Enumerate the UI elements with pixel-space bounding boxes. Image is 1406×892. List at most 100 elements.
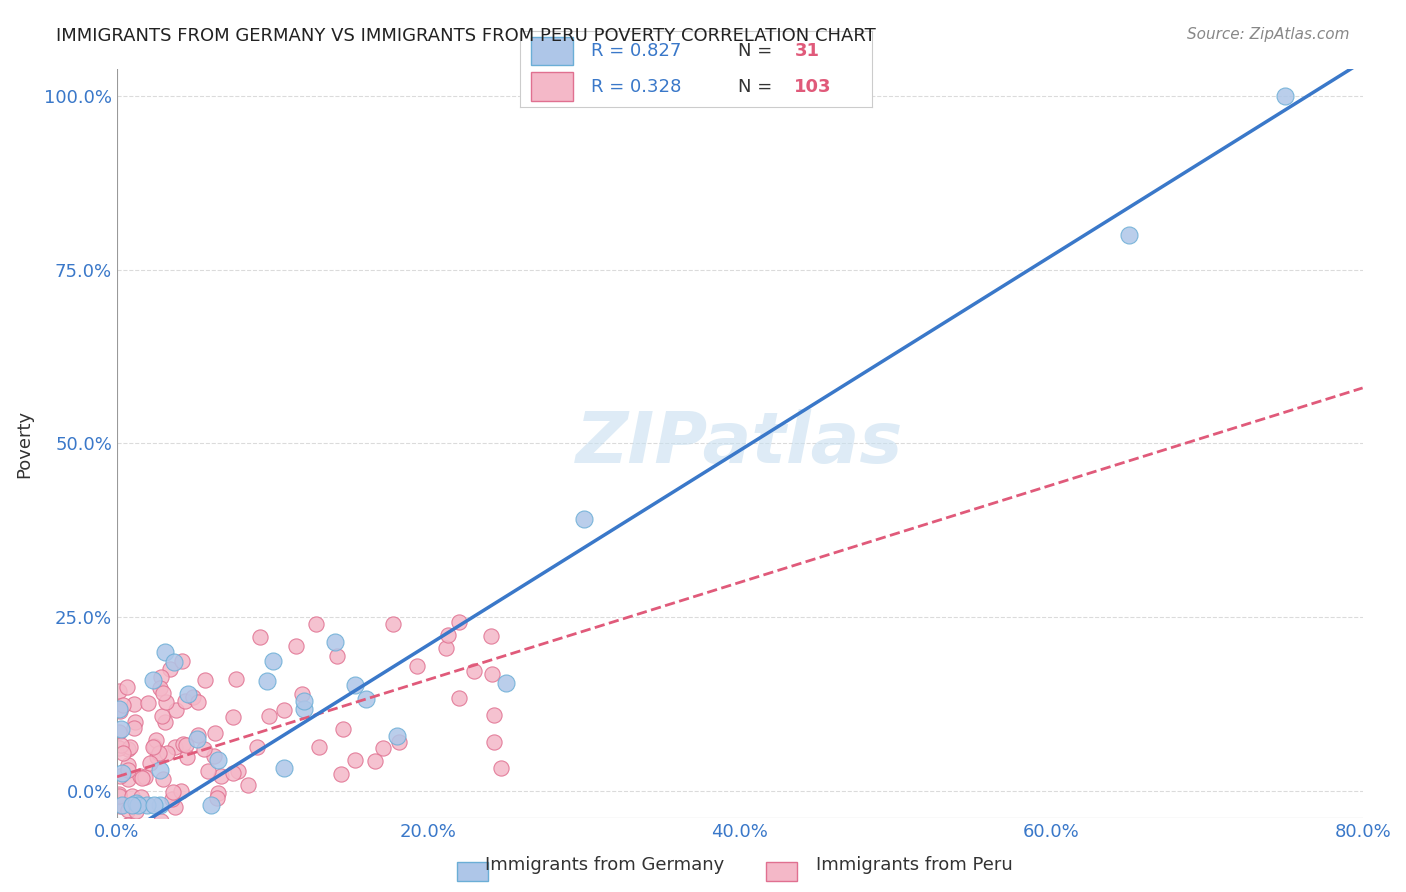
Point: [108, 704, 131, 718]
Point: [371, 740, 394, 755]
Point: [249, 630, 271, 644]
Point: [326, 648, 349, 663]
Point: [181, 690, 204, 705]
Point: [127, 797, 149, 812]
Text: 103: 103: [794, 78, 832, 95]
Point: [207, 753, 229, 767]
Point: [273, 761, 295, 775]
Point: [482, 708, 505, 723]
Point: [246, 739, 269, 754]
Point: [111, 698, 134, 713]
Text: R = 0.328: R = 0.328: [591, 78, 681, 95]
Point: [108, 684, 131, 698]
Point: [149, 797, 172, 812]
Point: [186, 732, 208, 747]
Text: R = 0.827: R = 0.827: [591, 42, 681, 60]
FancyBboxPatch shape: [531, 72, 574, 101]
Text: IMMIGRANTS FROM GERMANY VS IMMIGRANTS FROM PERU POVERTY CORRELATION CHART: IMMIGRANTS FROM GERMANY VS IMMIGRANTS FR…: [56, 27, 876, 45]
Point: [165, 703, 187, 717]
Point: [291, 687, 314, 701]
Point: [146, 749, 169, 764]
Point: [225, 672, 247, 686]
Point: [387, 729, 409, 743]
Point: [200, 797, 222, 812]
Point: [159, 662, 181, 676]
Point: [148, 746, 170, 760]
Point: [174, 738, 197, 752]
Point: [292, 702, 315, 716]
Point: [143, 797, 166, 812]
Point: [117, 772, 139, 786]
Point: [354, 692, 377, 706]
Point: [364, 754, 387, 768]
Point: [125, 796, 148, 810]
Point: [308, 739, 330, 754]
Point: [194, 673, 217, 687]
Point: [163, 799, 186, 814]
Point: [262, 654, 284, 668]
Point: [482, 735, 505, 749]
Point: [117, 804, 139, 818]
Point: [150, 814, 173, 828]
Point: [1274, 89, 1296, 103]
Point: [117, 763, 139, 777]
Point: [107, 701, 129, 715]
Point: [434, 640, 457, 655]
Point: [129, 769, 152, 783]
Point: [122, 721, 145, 735]
Point: [305, 617, 328, 632]
Point: [121, 797, 143, 812]
Point: [135, 797, 157, 812]
Text: Immigrants from Germany: Immigrants from Germany: [485, 856, 724, 874]
Text: Immigrants from Peru: Immigrants from Peru: [815, 856, 1012, 874]
Point: [136, 696, 159, 710]
Point: [117, 818, 139, 832]
Point: [207, 786, 229, 800]
Point: [172, 654, 194, 668]
Point: [110, 722, 132, 736]
Point: [437, 628, 460, 642]
Point: [108, 798, 131, 813]
Point: [107, 725, 129, 739]
Point: [117, 818, 139, 832]
Point: [122, 698, 145, 712]
Point: [111, 797, 134, 812]
Point: [176, 750, 198, 764]
Point: [388, 734, 411, 748]
Point: [115, 680, 138, 694]
Point: [118, 739, 141, 754]
Point: [111, 765, 134, 780]
Point: [405, 659, 427, 673]
Text: N =: N =: [738, 78, 772, 95]
Point: [202, 749, 225, 764]
Point: [495, 675, 517, 690]
Point: [124, 804, 146, 818]
Point: [150, 670, 173, 684]
Point: [129, 790, 152, 805]
Text: ZIPatlas: ZIPatlas: [576, 409, 904, 478]
Point: [238, 778, 260, 792]
FancyBboxPatch shape: [531, 37, 574, 65]
Point: [481, 667, 503, 681]
Point: [112, 746, 135, 760]
Point: [149, 681, 172, 695]
Point: [142, 740, 165, 755]
Point: [149, 763, 172, 777]
Point: [152, 686, 174, 700]
Point: [156, 746, 179, 760]
Point: [256, 673, 278, 688]
Point: [323, 635, 346, 649]
Point: [173, 694, 195, 708]
Point: [205, 791, 228, 805]
Point: [479, 629, 502, 643]
Point: [107, 789, 129, 804]
Point: [226, 764, 249, 779]
Point: [107, 741, 129, 756]
Point: [162, 784, 184, 798]
Text: Source: ZipAtlas.com: Source: ZipAtlas.com: [1187, 27, 1350, 42]
Point: [121, 789, 143, 803]
Point: [332, 722, 354, 736]
Point: [110, 739, 132, 753]
Point: [204, 725, 226, 739]
Text: 31: 31: [794, 42, 820, 60]
